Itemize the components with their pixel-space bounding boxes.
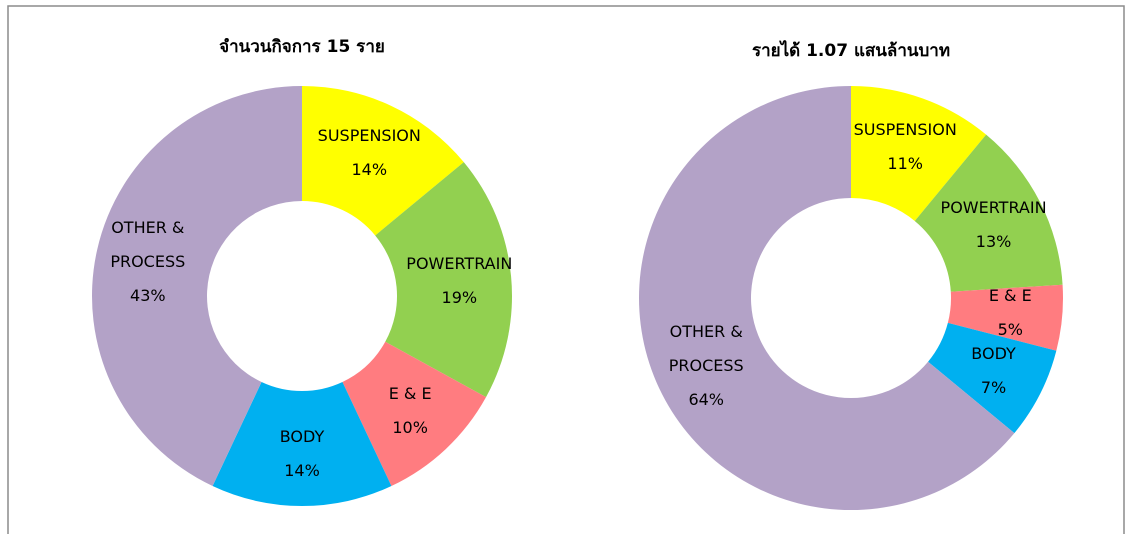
segment-label: BODY 7% [934,337,1054,405]
value-label: 10% [392,418,428,438]
value-label: 5% [997,320,1023,340]
donut-segment [212,381,392,506]
segment-label: POWERTRAIN 19% [399,247,519,315]
segment-label: POWERTRAIN 13% [934,191,1054,259]
category-label: BODY [279,427,325,446]
donut-segment [342,341,487,487]
donut-segment [914,134,1063,292]
category-label: SUSPENSION [853,120,957,140]
donut-segment [302,86,464,236]
value-label: 19% [441,288,478,308]
segment-label: BODY 14% [242,420,362,488]
value-label: 64% [688,390,724,410]
segment-label: E & E 5% [950,279,1070,347]
donut-segment [375,162,513,398]
segment-label: OTHER & PROCESS 64% [646,315,766,417]
donut-segment [638,86,1015,510]
value-label: 13% [975,232,1012,252]
value-label: 14% [284,461,320,480]
category-label: OTHER & PROCESS [668,322,744,376]
segment-label: OTHER & PROCESS 43% [88,211,208,313]
segment-label: SUSPENSION 14% [309,119,429,187]
category-label: E & E [988,286,1032,306]
value-label: 14% [351,160,388,180]
category-label: SUSPENSION [317,126,421,146]
donut-segment [947,284,1063,351]
chart-title: รายได้ 1.07 แสนล้านบาท [752,40,950,61]
donut-segment [928,322,1057,434]
segment-label: SUSPENSION 11% [845,113,965,181]
category-label: BODY [971,343,1016,363]
category-label: POWERTRAIN [406,254,513,274]
donut-segment [851,86,987,221]
donut-segment [92,86,302,487]
segment-label: E & E 10% [350,377,470,445]
value-label: 11% [887,154,923,174]
chart-title: จำนวนกิจการ 15 ราย [219,37,385,57]
category-label: POWERTRAIN [940,198,1047,218]
value-label: 7% [980,377,1007,397]
value-label: 43% [130,285,166,305]
frame [7,5,1125,534]
category-label: OTHER & PROCESS [110,217,186,271]
category-label: E & E [388,384,432,404]
